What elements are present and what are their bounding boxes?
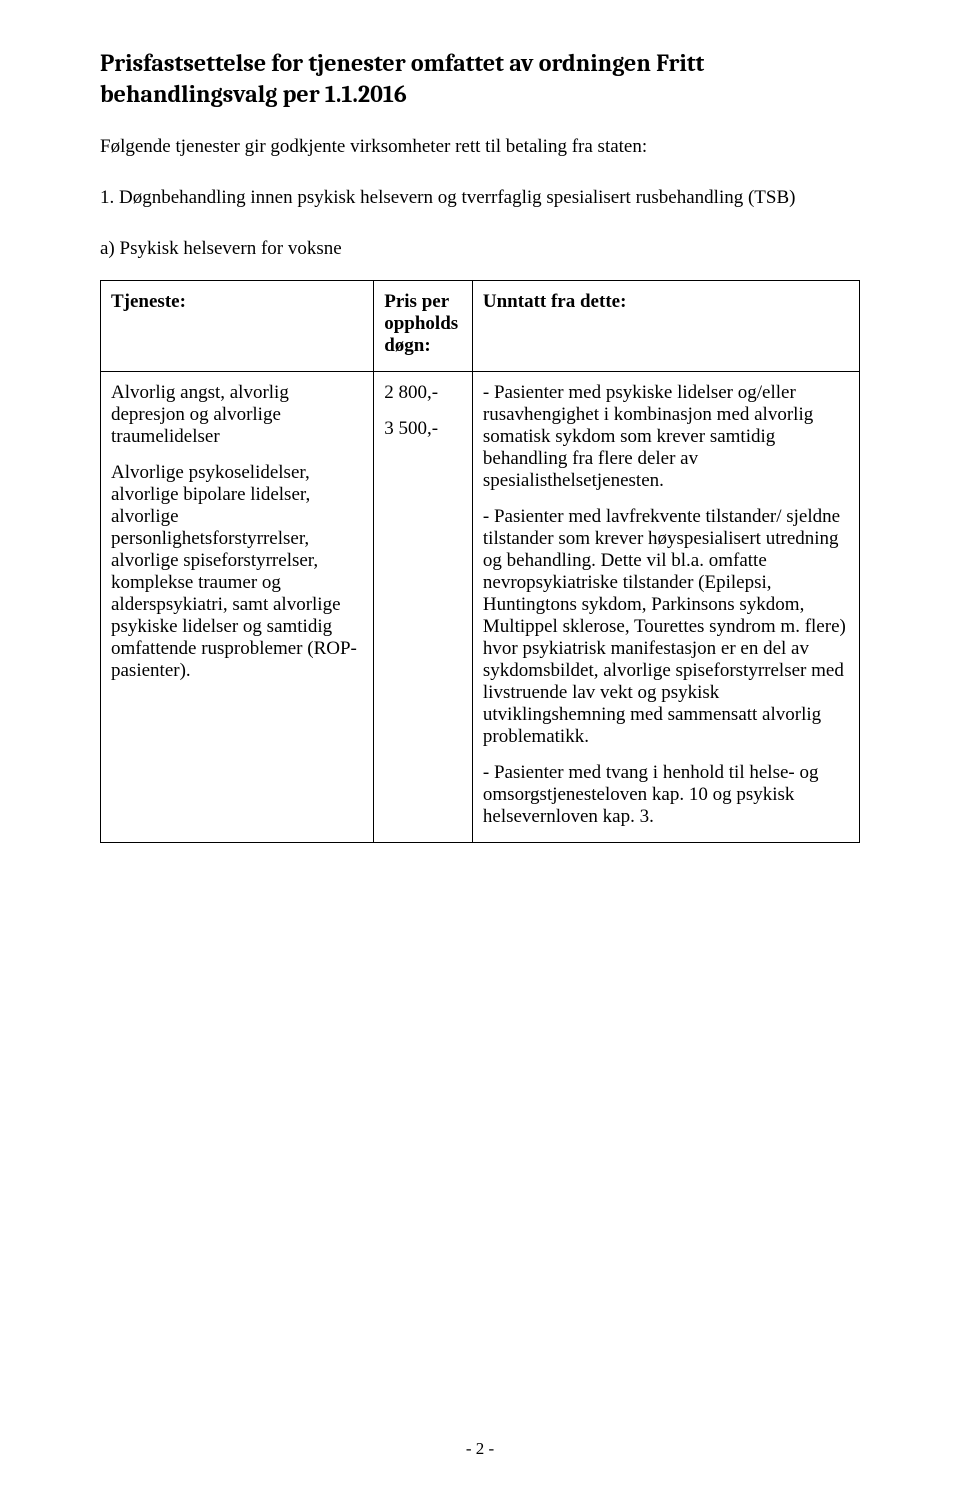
exception-item: - Pasienter med lavfrekvente tilstander/…: [483, 506, 849, 748]
page: Prisfastsettelse for tjenester omfattet …: [0, 0, 960, 1495]
service-item: Alvorlig angst, alvorlig depresjon og al…: [111, 382, 363, 448]
price-item: 2 800,-: [384, 382, 462, 404]
cell-service: Alvorlig angst, alvorlig depresjon og al…: [101, 372, 374, 843]
exception-item: - Pasienter med tvang i henhold til hels…: [483, 762, 849, 828]
section-number: 1.: [100, 187, 114, 208]
col-header-except: Unntatt fra dette:: [472, 281, 859, 372]
price-item: 3 500,-: [384, 418, 462, 440]
section-title: Døgnbehandling innen psykisk helsevern o…: [119, 187, 795, 208]
col-header-price: Pris per oppholds døgn:: [374, 281, 473, 372]
col-header-service: Tjeneste:: [101, 281, 374, 372]
page-title: Prisfastsettelse for tjenester omfattet …: [100, 48, 860, 110]
price-table: Tjeneste: Pris per oppholds døgn: Unntat…: [100, 280, 860, 843]
service-item: Alvorlige psykoselidelser, alvorlige bip…: [111, 462, 363, 682]
subsection-label: a) Psykisk helsevern for voksne: [100, 236, 860, 263]
section-heading: 1. Døgnbehandling innen psykisk helsever…: [100, 185, 860, 212]
intro-text: Følgende tjenester gir godkjente virksom…: [100, 134, 860, 161]
table-row: Alvorlig angst, alvorlig depresjon og al…: [101, 372, 860, 843]
cell-price: 2 800,- 3 500,-: [374, 372, 473, 843]
exception-item: - Pasienter med psykiske lidelser og/ell…: [483, 382, 849, 492]
cell-except: - Pasienter med psykiske lidelser og/ell…: [472, 372, 859, 843]
table-header-row: Tjeneste: Pris per oppholds døgn: Unntat…: [101, 281, 860, 372]
page-number: - 2 -: [0, 1439, 960, 1459]
